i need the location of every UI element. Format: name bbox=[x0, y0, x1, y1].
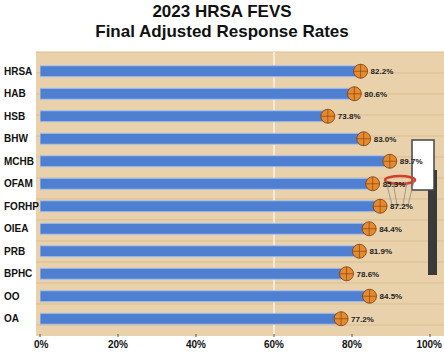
basketball bbox=[334, 312, 348, 326]
floor-plank bbox=[36, 52, 444, 53]
category-label: FORHP bbox=[4, 201, 39, 212]
tick-label: 40% bbox=[186, 339, 206, 350]
bar bbox=[40, 133, 364, 144]
bar bbox=[40, 246, 359, 257]
bar bbox=[40, 201, 380, 212]
category-label: MCHB bbox=[4, 156, 34, 167]
data-label: 87.2% bbox=[390, 202, 413, 211]
category-label: OIEA bbox=[4, 223, 28, 234]
category-label: BPHC bbox=[4, 268, 32, 279]
data-label: 84.5% bbox=[380, 292, 403, 301]
tick-label: 0% bbox=[34, 339, 49, 350]
floor-plank bbox=[36, 262, 444, 263]
category-label: PRB bbox=[4, 246, 25, 257]
court-floor bbox=[36, 52, 444, 336]
category-label: BHW bbox=[4, 133, 28, 144]
data-label: 84.4% bbox=[379, 225, 402, 234]
tick-label: 100% bbox=[416, 339, 442, 350]
basketball bbox=[363, 289, 377, 303]
tick-label: 80% bbox=[342, 339, 362, 350]
data-label: 85.3% bbox=[383, 180, 406, 189]
tick-mark bbox=[118, 334, 119, 337]
category-label: HRSA bbox=[4, 66, 32, 77]
bar bbox=[40, 88, 354, 99]
bar bbox=[40, 66, 361, 77]
basketball bbox=[352, 244, 366, 258]
basketball bbox=[383, 154, 397, 168]
data-label: 77.2% bbox=[351, 315, 374, 324]
chart-container: 2023 HRSA FEVSFinal Adjusted Response Ra… bbox=[0, 0, 444, 355]
floor-plank bbox=[36, 283, 444, 284]
floor-plank bbox=[36, 199, 444, 200]
floor-plank bbox=[36, 304, 444, 305]
data-label: 82.2% bbox=[371, 67, 394, 76]
bar bbox=[40, 291, 370, 302]
tick-mark bbox=[196, 334, 197, 337]
category-label: OO bbox=[4, 291, 20, 302]
chart-svg: 2023 HRSA FEVSFinal Adjusted Response Ra… bbox=[0, 0, 444, 355]
basketball bbox=[366, 177, 380, 191]
chart-title: Final Adjusted Response Rates bbox=[95, 22, 348, 41]
tick-label: 20% bbox=[108, 339, 128, 350]
category-label: OA bbox=[4, 313, 19, 324]
floor-plank bbox=[36, 220, 444, 221]
data-label: 81.9% bbox=[369, 247, 392, 256]
tick-mark bbox=[274, 334, 275, 337]
tick-label: 60% bbox=[264, 339, 284, 350]
bar bbox=[40, 111, 328, 122]
bar bbox=[40, 178, 373, 189]
data-label: 89.7% bbox=[400, 157, 423, 166]
tick-mark bbox=[430, 334, 431, 337]
basketball bbox=[357, 132, 371, 146]
basketball bbox=[354, 64, 368, 78]
chart-title: 2023 HRSA FEVS bbox=[152, 2, 291, 21]
floor-plank bbox=[36, 241, 444, 242]
data-label: 73.8% bbox=[338, 112, 361, 121]
category-label: OFAM bbox=[4, 178, 33, 189]
tick-mark bbox=[352, 334, 353, 337]
tick-mark bbox=[40, 334, 41, 337]
basketball bbox=[362, 222, 376, 236]
basketball bbox=[373, 199, 387, 213]
data-label: 78.6% bbox=[357, 270, 380, 279]
bar bbox=[40, 313, 341, 324]
basketball bbox=[340, 267, 354, 281]
basketball bbox=[321, 109, 335, 123]
bars bbox=[40, 64, 397, 326]
bar bbox=[40, 268, 347, 279]
data-label: 83.0% bbox=[374, 135, 397, 144]
category-label: HAB bbox=[4, 88, 26, 99]
bar bbox=[40, 223, 369, 234]
basketball bbox=[347, 87, 361, 101]
labels: 82.2% HRSA 80.6% HAB 73.8% HSB 83.0% BHW 89.7% MC… bbox=[4, 66, 423, 325]
category-label: HSB bbox=[4, 111, 25, 122]
bar bbox=[40, 156, 390, 167]
data-label: 80.6% bbox=[364, 90, 387, 99]
